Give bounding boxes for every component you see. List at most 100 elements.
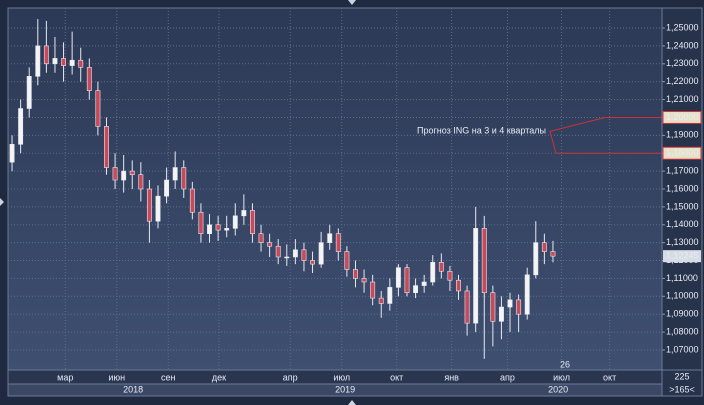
x-tick-label: апр (500, 372, 515, 382)
candle-body (18, 108, 24, 145)
scroll-marker[interactable] (348, 400, 356, 405)
candle-body (215, 224, 221, 231)
x-tick-label: мар (57, 372, 73, 382)
candle-body (447, 270, 453, 281)
candle-body (78, 59, 84, 68)
candle-body (507, 299, 513, 308)
x-tick-label: сен (161, 372, 176, 382)
level-label: 1,18000 (666, 148, 699, 158)
candle-body (232, 215, 238, 229)
candle-body (344, 251, 350, 270)
candle-body (490, 292, 496, 322)
candle-body (198, 211, 204, 235)
x-tick-label: окт (390, 372, 403, 382)
forecast-range (549, 116, 662, 154)
y-tick-label: 1,10000 (666, 291, 699, 301)
candle-body (129, 170, 135, 175)
candle-body (438, 262, 444, 272)
y-tick-label: 1,25000 (666, 22, 699, 32)
candle-body (104, 126, 109, 168)
cursor-label: 26 (560, 359, 570, 369)
corner-panel (661, 369, 703, 397)
candle-body (207, 224, 212, 235)
y-tick-label: 1,23000 (666, 58, 699, 68)
candle-body (172, 167, 178, 181)
y-tick-label: 1,17000 (666, 165, 699, 175)
y-tick-label: 1,09000 (666, 309, 699, 319)
candle-body (69, 59, 75, 66)
y-tick-label: 1,14000 (666, 219, 699, 229)
candle-body (550, 251, 556, 257)
y-tick-label: 1,22000 (666, 76, 699, 86)
y-tick-label: 1,08000 (666, 326, 699, 336)
candle-body (387, 287, 393, 304)
y-tick-label: 1,07000 (666, 344, 699, 354)
scroll-marker[interactable] (0, 198, 4, 206)
y-tick-label: 1,15000 (666, 201, 699, 211)
labels: 1,070001,080001,090001,100001,110001,120… (57, 22, 702, 394)
candle-body (456, 279, 461, 292)
candle-body (413, 285, 419, 294)
x-tick-label: апр (283, 372, 298, 382)
corner-label: 225 (674, 371, 689, 381)
candle-body (541, 242, 547, 252)
candle-body (353, 269, 358, 279)
candle-body (164, 179, 170, 197)
candle-body (516, 299, 522, 315)
year-label: 2019 (335, 384, 355, 394)
candle-body (327, 233, 333, 243)
candle-body (35, 45, 41, 77)
candle-body (533, 242, 539, 276)
candle-body (224, 228, 230, 231)
candle-body (138, 174, 144, 190)
candle-body (121, 170, 127, 181)
candle-body (189, 188, 195, 213)
candle-body (524, 274, 530, 315)
candle-body (430, 262, 436, 283)
candle-body (361, 278, 367, 283)
year-label: 2018 (123, 384, 143, 394)
candle-body (52, 58, 58, 65)
annotation-text: Прогноз ING на 3 и 4 кварталы (417, 126, 546, 136)
scroll-marker[interactable] (348, 0, 356, 5)
grid (8, 8, 665, 370)
candle-body (61, 58, 66, 66)
candle-body (9, 143, 15, 163)
x-tick-label: янв (444, 372, 459, 382)
level-label: 1,20000 (666, 112, 699, 122)
candle-body (258, 233, 264, 243)
candle-body (43, 45, 49, 65)
candle-body (249, 210, 255, 235)
candle-body (155, 195, 161, 222)
candle-body (284, 256, 290, 259)
candle-body (292, 249, 298, 258)
y-tick-label: 1,16000 (666, 183, 699, 193)
y-tick-label: 1,11000 (666, 273, 698, 283)
candle-body (95, 90, 101, 127)
y-tick-label: 1,21000 (666, 94, 699, 104)
corner-label: >165< (669, 384, 695, 394)
candle-body (318, 242, 324, 265)
candle-body (473, 228, 479, 324)
candle-body (335, 233, 341, 252)
candle-body (498, 306, 504, 322)
candle-body (310, 260, 315, 265)
x-tick-label: дек (212, 372, 226, 382)
level-badge (662, 110, 702, 124)
y-tick-label: 1,13000 (666, 237, 699, 247)
y-tick-label: 1,19000 (666, 130, 699, 140)
candle-body (421, 281, 427, 286)
candle-body (378, 297, 384, 304)
candles (9, 19, 662, 359)
candle-body (146, 188, 152, 222)
candle-body (395, 267, 401, 288)
candle-body (86, 67, 92, 91)
candle-body (464, 290, 470, 324)
candle-body (275, 245, 281, 258)
candle-body (181, 167, 187, 190)
y-axis-panel (661, 7, 703, 371)
candle-body (370, 281, 376, 299)
year-label: 2020 (548, 384, 568, 394)
